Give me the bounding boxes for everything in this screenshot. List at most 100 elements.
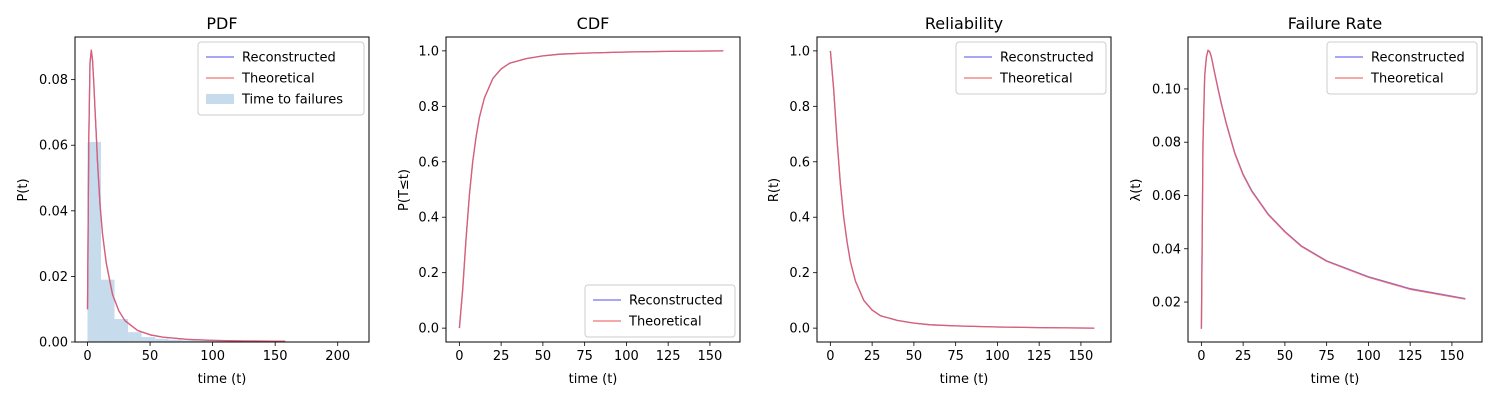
pdf-histogram-bar <box>114 319 129 342</box>
cdf-y-tick-label: 0.8 <box>418 100 439 115</box>
pdf-y-tick-label: 0.04 <box>39 204 68 219</box>
cdf-x-axis-label: time (t) <box>569 372 618 387</box>
reliability-legend: Reconstructed Theoretical <box>955 41 1107 95</box>
pdf-histogram-bar <box>87 141 102 342</box>
reliability-x-tick-label: 100 <box>985 349 1010 364</box>
pdf-histogram-bar <box>141 337 156 342</box>
cdf-x-tick-label: 125 <box>656 349 681 364</box>
pdf-x-tick-label: 0 <box>83 349 91 364</box>
cdf-y-axis-label: P(T≤t) <box>397 169 412 211</box>
cdf-y-tick-label: 0.4 <box>418 211 439 226</box>
reliability-x-tick-label: 75 <box>947 349 964 364</box>
pdf-axes-frame <box>74 36 370 343</box>
reliability-y-tick-label: 0.8 <box>789 100 810 115</box>
reliability-x-axis-label: time (t) <box>940 372 989 387</box>
pdf-x-tick-label: 200 <box>325 349 350 364</box>
failure-rate-y-tick-label: 0.06 <box>1152 189 1181 204</box>
failure-rate-y-tick-label: 0.04 <box>1152 242 1181 257</box>
pdf-panel-title: PDF <box>206 14 237 33</box>
failure-rate-x-tick-label: 50 <box>1277 349 1294 364</box>
failure-rate-y-tick-label: 0.08 <box>1152 136 1181 151</box>
reliability-x-tick-label: 125 <box>1027 349 1052 364</box>
failure-rate-x-tick-label: 25 <box>1235 349 1252 364</box>
reliability-legend-label: Reconstructed <box>1000 51 1094 66</box>
reliability-x-tick-label: 0 <box>826 349 834 364</box>
cdf-x-tick-label: 100 <box>614 349 639 364</box>
pdf-legend-label: Theoretical <box>241 72 315 87</box>
reliability-y-tick-label: 0.0 <box>789 322 810 337</box>
reliability-legend-box <box>955 41 1107 95</box>
pdf-legend-label: Reconstructed <box>242 51 336 66</box>
cdf-legend: Reconstructed Theoretical <box>584 284 736 338</box>
reliability-y-tick-label: 0.4 <box>789 211 810 226</box>
reliability-y-tick-label: 0.2 <box>789 266 810 281</box>
failure-rate-panel-title: Failure Rate <box>1288 14 1382 33</box>
reliability-x-tick-label: 25 <box>864 349 881 364</box>
pdf-y-tick-label: 0.08 <box>39 73 68 88</box>
reliability-theoretical-line <box>829 50 1095 329</box>
reliability-y-tick-label: 0.6 <box>789 155 810 170</box>
cdf-panel-title: CDF <box>577 14 610 33</box>
pdf-y-axis-label: P(t) <box>16 178 31 201</box>
cdf-theoretical-line <box>458 50 724 329</box>
pdf-x-tick-label: 100 <box>200 349 225 364</box>
failure-rate-y-tick-label: 0.02 <box>1152 296 1181 311</box>
cdf-y-tick-label: 0.2 <box>418 266 439 281</box>
pdf-y-tick-label: 0.06 <box>39 139 68 154</box>
pdf-legend-swatch <box>206 94 234 104</box>
reliability-y-axis-label: R(t) <box>767 178 782 202</box>
cdf-y-tick-label: 0.6 <box>418 155 439 170</box>
reliability-x-tick-label: 150 <box>1069 349 1094 364</box>
cdf-panel: CDF time (t) P(T≤t) 0 25 50 75 100 125 150 0.0 0… <box>397 14 741 387</box>
failure-rate-x-tick-label: 75 <box>1318 349 1335 364</box>
cdf-x-tick-label: 0 <box>455 349 463 364</box>
cdf-x-tick-label: 75 <box>576 349 593 364</box>
failure-rate-x-axis-label: time (t) <box>1311 372 1360 387</box>
pdf-histogram-bar <box>195 340 210 342</box>
cdf-x-tick-label: 25 <box>493 349 510 364</box>
failure-rate-y-tick-label: 0.10 <box>1152 82 1181 97</box>
reliability-panel: Reliability time (t) R(t) 0 25 50 75 100 125 1… <box>767 14 1112 387</box>
failure-rate-x-tick-label: 150 <box>1440 349 1465 364</box>
failure-rate-x-tick-label: 0 <box>1197 349 1205 364</box>
pdf-y-tick-label: 0.00 <box>39 336 68 351</box>
cdf-x-tick-label: 150 <box>698 349 723 364</box>
pdf-histogram-bar <box>155 338 169 342</box>
pdf-histogram-bar <box>182 340 196 342</box>
failure-rate-legend-box <box>1326 41 1478 95</box>
pdf-histogram-bar <box>101 279 115 342</box>
cdf-legend-label: Theoretical <box>628 315 702 330</box>
cdf-x-tick-label: 50 <box>535 349 552 364</box>
reliability-x-tick-label: 50 <box>906 349 923 364</box>
pdf-panel: PDF time (t) P(t) 0 50 100 150 200 0.00 0.02 0.… <box>16 14 370 387</box>
pdf-histogram-bar <box>128 332 142 342</box>
cdf-y-tick-label: 0.0 <box>418 322 439 337</box>
reliability-axes-frame <box>816 36 1112 343</box>
pdf-y-tick-label: 0.02 <box>39 270 68 285</box>
cdf-legend-label: Reconstructed <box>629 294 723 309</box>
failure-rate-x-tick-label: 125 <box>1398 349 1423 364</box>
pdf-theoretical-line <box>86 49 286 342</box>
failure-rate-panel: Failure Rate time (t) λ(t) 0 25 50 75 100 125… <box>1129 14 1483 387</box>
cdf-legend-box <box>584 284 736 338</box>
pdf-x-tick-label: 50 <box>142 349 159 364</box>
pdf-legend-box <box>197 41 365 116</box>
reliability-legend-label: Theoretical <box>999 72 1073 87</box>
pdf-legend: Reconstructed Theoretical Time to failures <box>197 41 365 116</box>
failure-rate-legend-label: Theoretical <box>1370 72 1444 87</box>
failure-rate-x-tick-label: 100 <box>1356 349 1381 364</box>
pdf-x-tick-label: 150 <box>263 349 288 364</box>
pdf-histogram-bar <box>168 339 183 342</box>
failure-rate-legend: Reconstructed Theoretical <box>1326 41 1478 95</box>
cdf-y-tick-label: 1.0 <box>418 44 439 59</box>
pdf-legend-label: Time to failures <box>241 93 343 108</box>
pdf-x-axis-label: time (t) <box>198 372 247 387</box>
reliability-panel-title: Reliability <box>925 14 1003 33</box>
failure-rate-axes-frame <box>1187 36 1483 343</box>
failure-rate-y-axis-label: λ(t) <box>1129 179 1144 202</box>
cdf-axes-frame <box>445 36 741 343</box>
failure-rate-legend-label: Reconstructed <box>1371 51 1465 66</box>
failure-rate-theoretical-line <box>1200 49 1466 329</box>
reliability-y-tick-label: 1.0 <box>789 44 810 59</box>
